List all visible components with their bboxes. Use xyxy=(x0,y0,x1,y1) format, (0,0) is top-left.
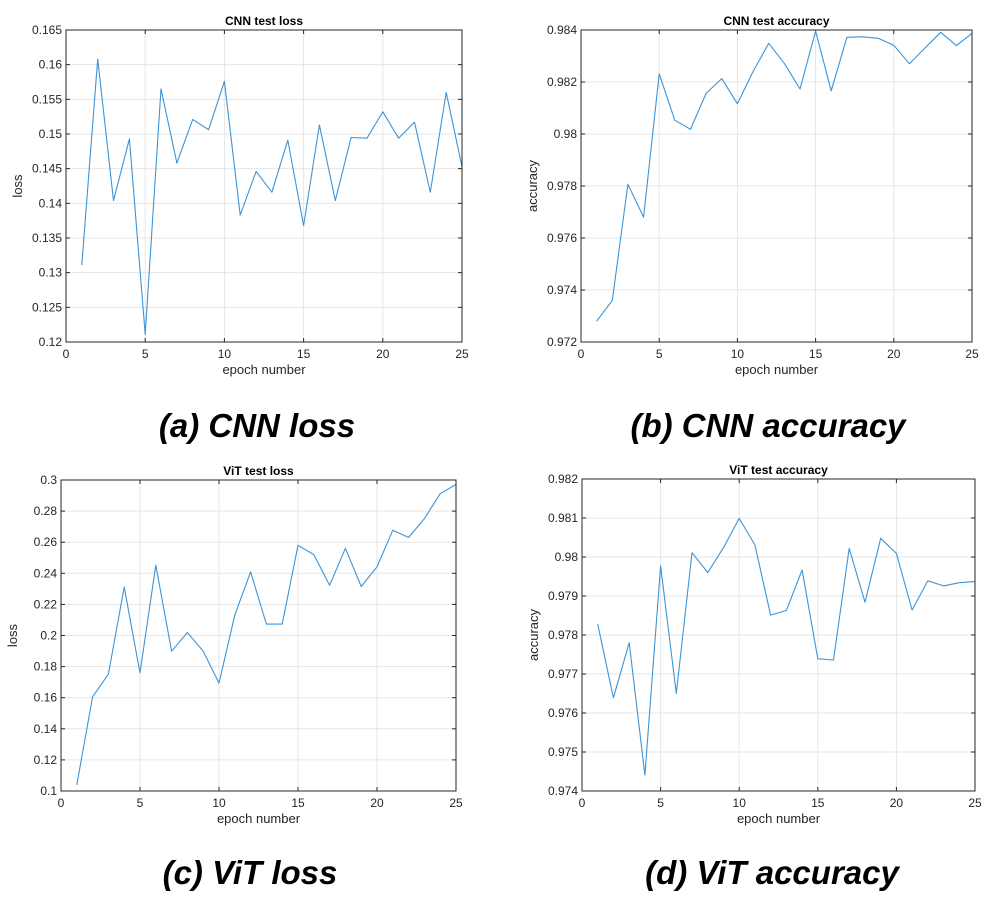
chart-title: ViT test loss xyxy=(223,464,294,478)
y-tick-label: 0.982 xyxy=(547,75,577,89)
y-tick-label: 0.2 xyxy=(40,629,57,643)
y-tick-label: 0.978 xyxy=(547,179,577,193)
axes-box xyxy=(60,479,457,792)
y-tick-label: 0.24 xyxy=(34,566,58,580)
y-tick-label: 0.976 xyxy=(547,231,577,245)
y-tick-label: 0.974 xyxy=(548,784,578,798)
y-tick-label: 0.979 xyxy=(548,589,578,603)
x-tick-label: 20 xyxy=(890,796,904,810)
series-line xyxy=(76,483,457,785)
chart-title: ViT test accuracy xyxy=(729,463,828,477)
y-tick-label: 0.977 xyxy=(548,667,578,681)
x-tick-label: 25 xyxy=(455,347,469,361)
y-tick-label: 0.145 xyxy=(32,162,62,176)
y-tick-label: 0.975 xyxy=(548,745,578,759)
subplot-3: 0 5 10 15 20 25 0.974 0.975 0.976 0.977 0.978 0.979… xyxy=(526,463,982,891)
x-tick-label: 15 xyxy=(297,347,311,361)
y-tick-label: 0.972 xyxy=(547,335,577,349)
x-tick-label: 25 xyxy=(449,796,463,810)
x-axis-label: epoch number xyxy=(217,811,301,826)
y-tick-label: 0.135 xyxy=(32,231,62,245)
chart-title: CNN test accuracy xyxy=(723,14,829,28)
plot-area xyxy=(66,30,462,342)
y-tick-label: 0.984 xyxy=(547,23,577,37)
x-tick-label: 10 xyxy=(733,796,747,810)
y-tick-label: 0.1 xyxy=(40,784,57,798)
y-tick-label: 0.22 xyxy=(34,597,58,611)
x-tick-label: 0 xyxy=(63,347,70,361)
x-tick-label: 15 xyxy=(291,796,305,810)
x-tick-label: 25 xyxy=(968,796,982,810)
subplot-2: 0 5 10 15 20 25 0.1 0.12 0.14 0.16 0.18 0.2 0.22 0.24… xyxy=(5,464,463,891)
x-tick-label: 20 xyxy=(887,347,901,361)
y-tick-label: 0.16 xyxy=(34,691,58,705)
y-tick-label: 0.18 xyxy=(34,660,58,674)
x-tick-label: 0 xyxy=(58,796,65,810)
y-tick-label: 0.98 xyxy=(554,127,578,141)
x-tick-label: 10 xyxy=(731,347,745,361)
x-axis-label: epoch number xyxy=(222,362,306,377)
y-tick-label: 0.978 xyxy=(548,628,578,642)
y-tick-label: 0.981 xyxy=(548,511,578,525)
x-tick-label: 5 xyxy=(142,347,149,361)
x-axis-label: epoch number xyxy=(737,811,821,826)
axes-box xyxy=(580,29,973,343)
y-tick-label: 0.3 xyxy=(40,473,57,487)
y-tick-label: 0.13 xyxy=(39,266,63,280)
subfigure-caption: (c) ViT loss xyxy=(163,854,338,891)
y-axis-label: accuracy xyxy=(526,608,541,661)
x-tick-label: 0 xyxy=(579,796,586,810)
x-tick-label: 0 xyxy=(578,347,585,361)
subplot-0: 0 5 10 15 20 25 0.12 0.125 0.13 0.135 0.14 0.145 0.1… xyxy=(10,14,469,444)
x-tick-label: 5 xyxy=(657,796,664,810)
series-line xyxy=(81,58,463,335)
chart-title: CNN test loss xyxy=(225,14,303,28)
x-tick-label: 15 xyxy=(811,796,825,810)
subfigure-caption: (b) CNN accuracy xyxy=(630,407,907,444)
y-tick-label: 0.14 xyxy=(39,196,63,210)
y-tick-label: 0.165 xyxy=(32,23,62,37)
x-tick-label: 25 xyxy=(965,347,979,361)
y-tick-label: 0.98 xyxy=(555,550,579,564)
subfigure-caption: (d) ViT accuracy xyxy=(645,854,900,891)
y-tick-label: 0.976 xyxy=(548,706,578,720)
y-tick-label: 0.155 xyxy=(32,92,62,106)
x-tick-label: 20 xyxy=(376,347,390,361)
y-tick-label: 0.12 xyxy=(39,335,63,349)
x-tick-label: 20 xyxy=(370,796,384,810)
y-tick-label: 0.14 xyxy=(34,722,58,736)
series-line xyxy=(596,30,973,322)
y-tick-label: 0.26 xyxy=(34,535,58,549)
x-tick-label: 10 xyxy=(218,347,232,361)
y-tick-label: 0.16 xyxy=(39,58,63,72)
subplot-1: 0 5 10 15 20 25 0.972 0.974 0.976 0.978 0.98 0.982 0… xyxy=(525,14,979,444)
y-axis-label: loss xyxy=(10,174,25,198)
axes-box xyxy=(581,478,976,792)
y-tick-label: 0.974 xyxy=(547,283,577,297)
x-tick-label: 5 xyxy=(656,347,663,361)
y-tick-label: 0.28 xyxy=(34,504,58,518)
x-tick-label: 10 xyxy=(212,796,226,810)
x-axis-label: epoch number xyxy=(735,362,819,377)
x-tick-label: 5 xyxy=(137,796,144,810)
y-tick-label: 0.125 xyxy=(32,300,62,314)
y-axis-label: accuracy xyxy=(525,159,540,212)
x-tick-label: 15 xyxy=(809,347,823,361)
subfigure-caption: (a) CNN loss xyxy=(159,407,355,444)
y-axis-label: loss xyxy=(5,623,20,647)
axes-box xyxy=(65,29,463,343)
series-line xyxy=(597,517,976,776)
y-tick-label: 0.982 xyxy=(548,472,578,486)
y-tick-label: 0.12 xyxy=(34,753,58,767)
y-tick-label: 0.15 xyxy=(39,127,63,141)
